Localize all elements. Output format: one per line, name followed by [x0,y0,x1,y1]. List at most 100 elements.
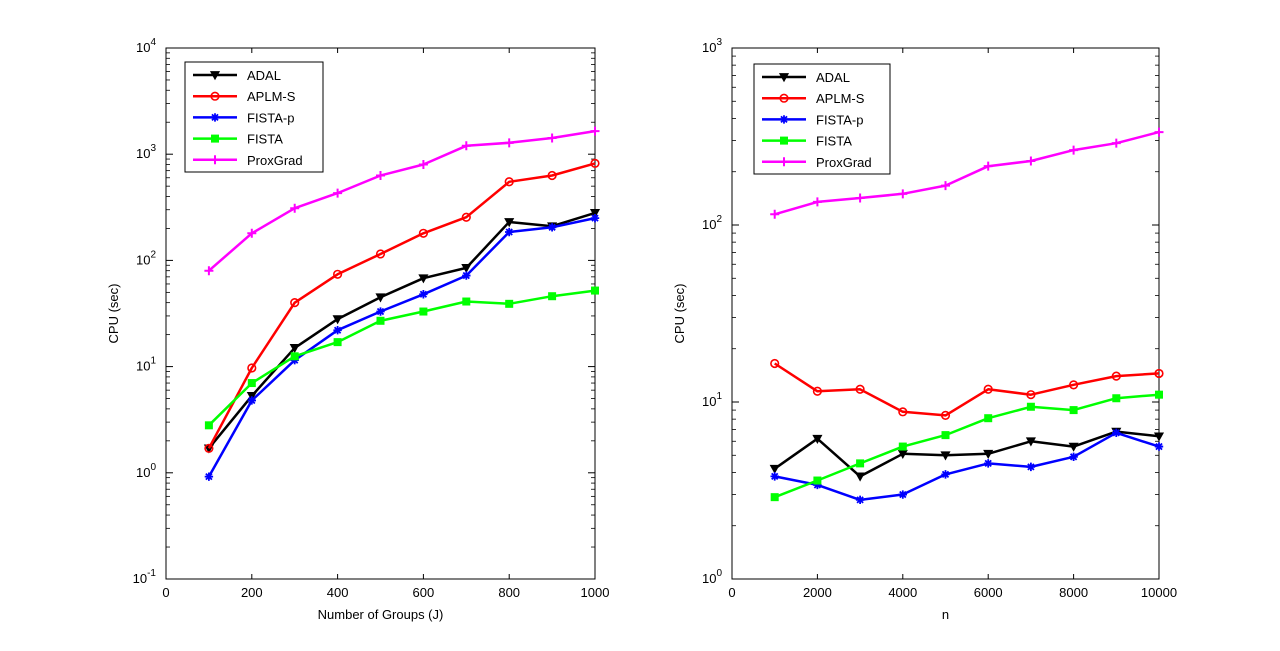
data-point [1111,138,1121,148]
data-point [898,442,907,451]
data-point [855,472,866,482]
x-tick-label: 0 [728,585,735,600]
data-point [983,161,993,171]
data-point [1026,462,1036,472]
series-line [207,211,596,450]
legend-entry: FISTA [193,132,283,147]
data-point [984,459,993,468]
x-tick-label: 400 [327,585,349,600]
data-point [1154,442,1164,451]
data-point [1026,156,1036,166]
data-point [813,480,822,490]
legend-marker [211,134,219,143]
data-point [462,297,471,306]
data-point [333,188,343,198]
data-point [376,171,385,181]
data-point [204,421,213,430]
y-tick-base: 10 [702,40,716,55]
data-point [547,170,557,181]
legend-marker [779,115,789,124]
data-point [1112,428,1121,437]
data-point [812,197,822,207]
y-tick-label: 104 [136,37,156,55]
series-line [774,393,1160,499]
legend-entry: APLM-S [193,89,296,104]
data-point [290,298,300,308]
series-fista [204,286,599,430]
data-point [1154,127,1164,137]
series-proxgrad [770,127,1164,219]
legend-entry: FISTA-p [762,112,863,127]
data-point [204,472,214,481]
legend-marker [780,136,788,145]
data-point [461,212,471,222]
data-point [1026,402,1035,411]
data-point [1154,368,1164,379]
legend-label: ADAL [247,68,281,83]
data-point [1069,406,1078,415]
data-point [332,315,343,325]
data-point [769,464,780,474]
legend-label: ADAL [816,70,850,85]
data-point [941,470,950,479]
data-point [504,177,514,187]
y-tick-label: 102 [136,249,156,267]
data-point [247,363,257,373]
y-tick-label: 101 [702,391,722,409]
data-point [375,293,386,303]
data-point [1069,145,1079,155]
series-line [773,430,1160,478]
series-line [207,216,596,478]
y-tick-label: 101 [136,356,156,374]
x-tick-label: 6000 [974,585,1003,600]
series-line [774,362,1160,417]
y-tick-label: 102 [702,214,722,232]
data-point [418,274,429,284]
series-line [774,431,1160,502]
legend-entry: APLM-S [762,91,865,106]
x-tick-label: 1000 [581,585,610,600]
data-point [591,286,599,295]
legend-marker [779,157,789,167]
data-point [941,181,950,191]
y-tick-exponent: 3 [150,143,156,154]
data-point [204,443,214,453]
y-tick-base: 10 [136,146,150,161]
y-tick-label: 100 [136,462,156,480]
y-tick-base: 10 [136,252,150,267]
x-tick-label: 2000 [803,585,832,600]
y-tick-base: 10 [136,359,150,374]
data-point [247,228,257,238]
y-tick-exponent: 4 [150,37,156,48]
data-point [1112,394,1121,403]
y-axis-label: CPU (sec) [106,284,121,344]
y-tick-base: 10 [702,571,716,586]
data-point [1069,452,1078,462]
legend-marker [210,155,220,165]
legend-entry: ADAL [762,70,850,85]
data-point [1153,432,1165,442]
series-aplm-s [770,358,1164,421]
data-point [1025,437,1036,447]
data-point [505,227,514,237]
y-tick-exponent: 0 [150,462,156,473]
data-point [590,213,600,223]
legend: ADAL APLM-S FISTA-p FISTA ProxGrad [753,63,891,175]
y-tick-base: 10 [136,465,150,480]
data-point [1111,371,1121,381]
data-point [855,384,865,394]
series-line [208,289,596,427]
data-point [547,223,557,232]
series-aplm-s [204,158,600,453]
data-point [333,338,342,347]
y-tick-base: 10 [702,217,716,232]
legend-entry: ProxGrad [193,153,303,168]
legend-marker [210,113,220,122]
data-point [940,410,951,421]
x-tick-label: 800 [498,585,520,600]
legend: ADAL APLM-S FISTA-p FISTA ProxGrad [184,61,324,173]
data-point [419,290,428,299]
x-tick-label: 200 [241,585,263,600]
data-point [419,307,428,316]
data-point [548,292,557,301]
